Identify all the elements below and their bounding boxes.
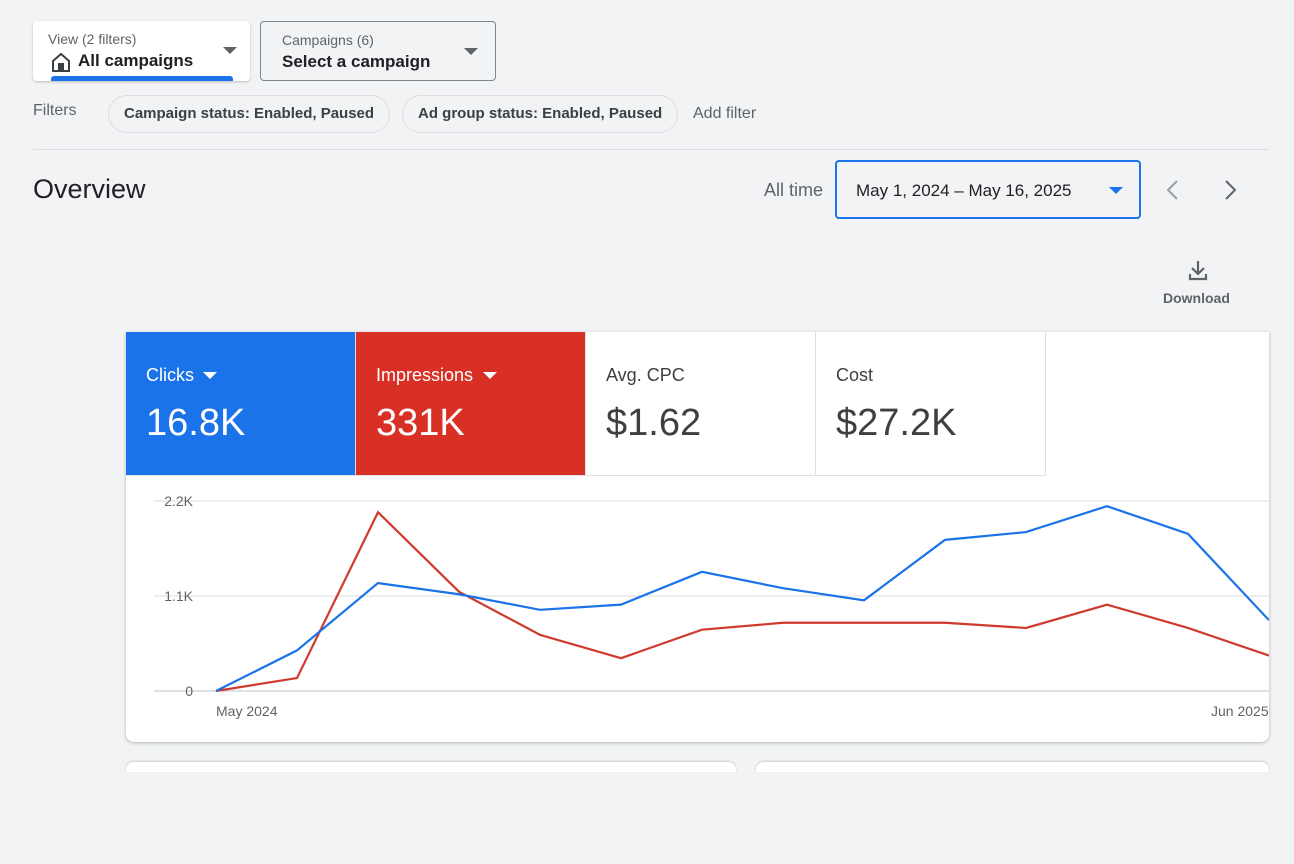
dropdown-arrow: [223, 47, 237, 54]
dropdown-arrow: [1109, 187, 1123, 194]
metric-card[interactable]: Clicks 16.8K: [126, 332, 356, 476]
view-label: View (2 filters): [48, 31, 137, 47]
metric-value: $1.62: [606, 402, 702, 444]
campaign-dropdown[interactable]: Campaigns (6) Select a campaign: [260, 21, 496, 81]
series-line: [215, 510, 1269, 693]
dropdown-arrow: [483, 372, 497, 379]
metric-label: Avg. CPC: [606, 365, 685, 385]
view-value: All campaigns: [78, 51, 194, 70]
metric-label: Clicks: [146, 365, 194, 385]
period-nav[interactable]: [1162, 178, 1242, 202]
view-dropdown[interactable]: View (2 filters) All campaigns: [33, 21, 250, 81]
dropdown-arrow: [203, 372, 217, 379]
download-icon[interactable]: [1187, 259, 1209, 281]
series-line: [215, 505, 1269, 692]
overview-title: Overview: [33, 174, 146, 204]
home-icon: [52, 52, 70, 72]
metric-card[interactable]: Cost $27.2K: [816, 332, 1046, 476]
selected-bar: [51, 76, 233, 81]
y-tick-label: 0: [185, 683, 193, 699]
filters-label: Filters: [33, 102, 77, 119]
metric-value: 331K: [376, 402, 465, 444]
x-tick-label: Jun 2025: [1211, 703, 1269, 719]
metric-value: $27.2K: [836, 402, 957, 444]
overview-card: Clicks 16.8K Impressions 331K Avg. CPC $…: [126, 332, 1269, 742]
date-picker[interactable]: May 1, 2024 – May 16, 2025: [835, 160, 1141, 219]
card-stub: [756, 762, 1269, 772]
filter-chip[interactable]: Campaign status: Enabled, Paused: [108, 95, 391, 133]
dropdown-arrow: [464, 48, 478, 55]
card-stub: [126, 762, 736, 772]
add-filter[interactable]: Add filter: [693, 105, 757, 122]
metric-value: 16.8K: [146, 402, 246, 444]
chart: 0 1.1K 2.2K May 2024 Jun 2025: [154, 493, 1269, 719]
metric-label: Impressions: [376, 365, 474, 385]
metric-label: Cost: [836, 365, 874, 385]
y-tick-label: 1.1K: [164, 588, 193, 604]
metric-card[interactable]: Impressions 331K: [356, 332, 586, 476]
campaign-value: Select a campaign: [282, 52, 431, 71]
x-tick-label: May 2024: [216, 703, 278, 719]
date-range: May 1, 2024 – May 16, 2025: [856, 181, 1072, 200]
filter-chip[interactable]: Ad group status: Enabled, Paused: [402, 95, 679, 133]
range-label: All time: [764, 180, 824, 200]
divider: [33, 149, 1269, 150]
campaign-label: Campaigns (6): [282, 32, 374, 48]
download-label[interactable]: Download: [1163, 290, 1230, 306]
y-tick-label: 2.2K: [164, 493, 193, 509]
metric-card[interactable]: Avg. CPC $1.62: [586, 332, 816, 476]
